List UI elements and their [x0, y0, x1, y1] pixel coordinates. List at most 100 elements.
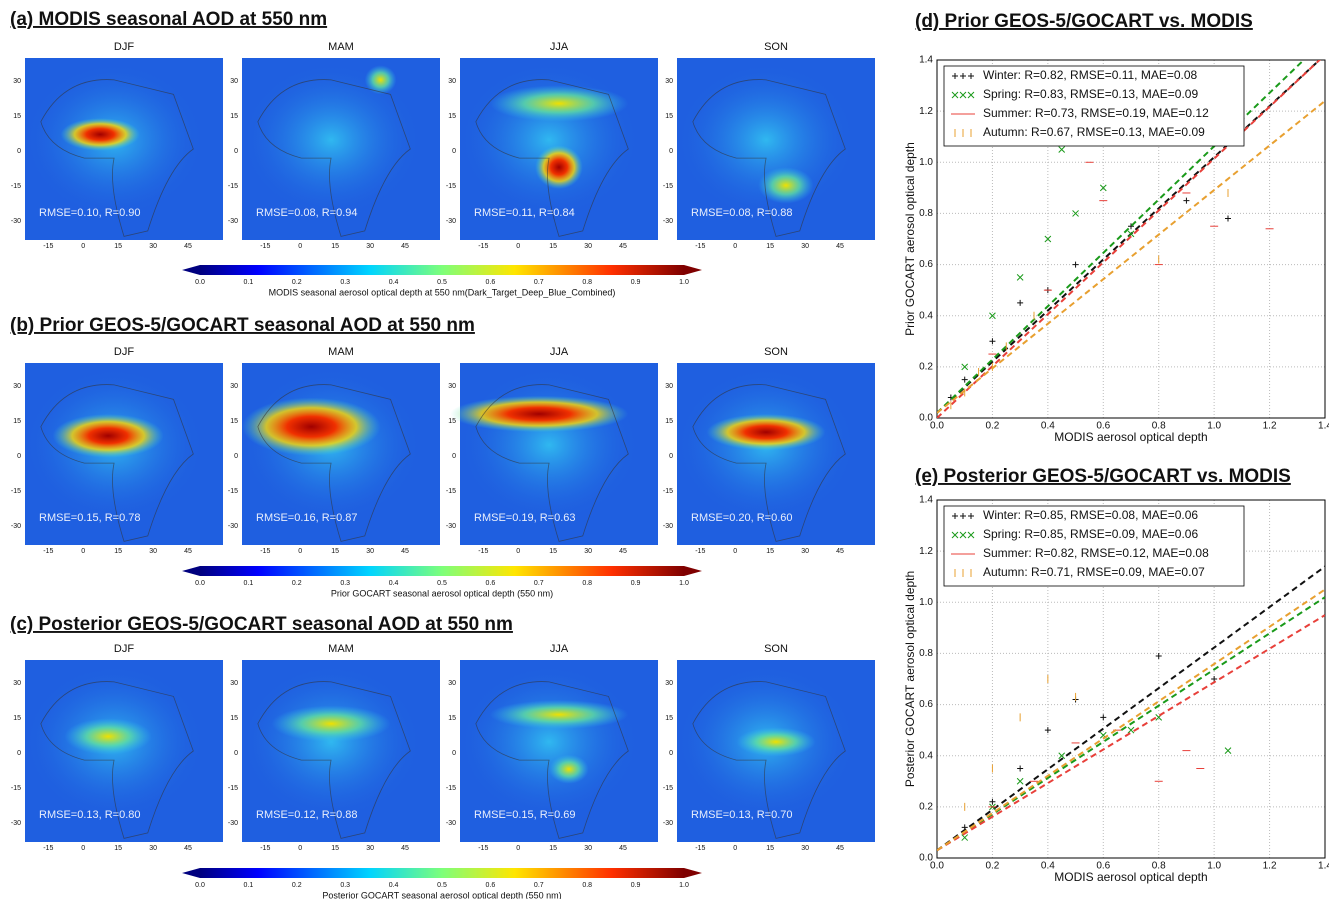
- y-tick-label: 0.6: [919, 699, 933, 710]
- chart-title: (e) Posterior GEOS-5/GOCART vs. MODIS: [915, 466, 1291, 487]
- lon-tick-label: 0: [733, 845, 737, 852]
- lon-tick-label: 15: [331, 548, 339, 555]
- aod-plume: [535, 145, 583, 190]
- map-stats: RMSE=0.10, R=0.90: [39, 207, 141, 219]
- aod-plume: [758, 167, 814, 204]
- colorbar-tick-label: 0.5: [437, 580, 447, 587]
- colorbar-arrow: [684, 265, 702, 275]
- lat-tick-label: 30: [448, 383, 456, 390]
- lat-tick-label: -30: [446, 218, 456, 225]
- lon-tick-label: 45: [184, 548, 192, 555]
- land-haze: [242, 665, 421, 819]
- lat-tick-label: -15: [663, 183, 673, 190]
- aod-plume: [549, 754, 589, 784]
- map: [450, 363, 658, 545]
- data-point: [1128, 223, 1134, 230]
- x-tick-label: 0.8: [1152, 421, 1166, 432]
- data-point: [1183, 197, 1190, 204]
- season-title: DJF: [114, 643, 134, 655]
- lat-tick-label: 15: [230, 113, 238, 120]
- lon-tick-label: 0: [81, 845, 85, 852]
- legend-label: Autumn: R=0.67, RMSE=0.13, MAE=0.09: [983, 125, 1205, 139]
- lat-tick-label: -15: [228, 488, 238, 495]
- season-title: JJA: [550, 41, 569, 53]
- x-tick-label: 0.4: [1041, 421, 1055, 432]
- legend-marker: [967, 531, 975, 539]
- map: [241, 363, 440, 545]
- lat-tick-label: 0: [669, 148, 673, 155]
- lon-tick-label: -15: [695, 243, 705, 250]
- lon-tick-label: 30: [149, 243, 157, 250]
- colorbar-tick-label: 0.0: [195, 279, 205, 286]
- data-point: [1224, 747, 1232, 754]
- colorbar-tick-label: 0.7: [534, 279, 544, 286]
- lat-tick-label: 0: [669, 750, 673, 757]
- lon-tick-label: -15: [260, 243, 270, 250]
- x-tick-label: 0.2: [985, 421, 999, 432]
- lat-tick-label: -15: [11, 488, 21, 495]
- plot-area: [937, 60, 1325, 418]
- lat-tick-label: -30: [228, 218, 238, 225]
- lat-tick-label: 0: [234, 453, 238, 460]
- data-point: [1211, 676, 1218, 682]
- y-tick-label: 0.2: [919, 361, 933, 372]
- data-point: [989, 338, 996, 345]
- panel-title: (b) Prior GEOS-5/GOCART seasonal AOD at …: [10, 315, 475, 336]
- legend-marker: [968, 513, 974, 519]
- lon-tick-label: 30: [801, 548, 809, 555]
- data-point: [1044, 727, 1051, 734]
- colorbar-tick-label: 0.6: [486, 279, 496, 286]
- map-stats: RMSE=0.12, R=0.88: [256, 809, 358, 821]
- colorbar: [200, 566, 684, 576]
- lon-tick-label: 45: [619, 548, 627, 555]
- lat-tick-label: 15: [13, 715, 21, 722]
- y-tick-label: 1.0: [919, 597, 933, 608]
- lon-tick-label: -15: [260, 845, 270, 852]
- aod-plume: [64, 718, 152, 755]
- lat-tick-label: -30: [11, 523, 21, 530]
- coastline: [257, 384, 411, 542]
- lon-tick-label: 30: [584, 845, 592, 852]
- data-point: [961, 834, 969, 841]
- season-title: MAM: [328, 41, 354, 53]
- lat-tick-label: 30: [665, 78, 673, 85]
- map: [459, 660, 658, 842]
- data-point: [1044, 235, 1052, 243]
- x-tick-label: 0.2: [985, 861, 999, 872]
- lon-tick-label: -15: [260, 548, 270, 555]
- colorbar: [200, 868, 684, 878]
- lat-tick-label: 0: [452, 750, 456, 757]
- data-point: [1072, 261, 1079, 268]
- legend-marker: [960, 73, 966, 79]
- data-point: [1016, 777, 1024, 785]
- map-stats: RMSE=0.08, R=0.94: [256, 207, 358, 219]
- lon-tick-label: 0: [298, 845, 302, 852]
- lon-tick-label: -15: [478, 548, 488, 555]
- season-title: SON: [764, 643, 788, 655]
- lon-tick-label: -15: [478, 243, 488, 250]
- colorbar-tick-label: 0.3: [340, 580, 350, 587]
- colorbar-label: MODIS seasonal aerosol optical depth at …: [269, 287, 616, 297]
- lon-tick-label: 45: [836, 548, 844, 555]
- data-point: [961, 363, 969, 371]
- chart-title: (d) Prior GEOS-5/GOCART vs. MODIS: [915, 11, 1253, 32]
- colorbar-arrow: [182, 265, 200, 275]
- lat-tick-label: -15: [446, 183, 456, 190]
- colorbar-tick-label: 0.1: [244, 580, 254, 587]
- y-tick-label: 1.4: [919, 55, 933, 66]
- lat-tick-label: 0: [234, 148, 238, 155]
- coastline: [475, 681, 629, 839]
- aod-plume: [489, 700, 629, 730]
- lon-tick-label: 30: [366, 845, 374, 852]
- aod-plume: [489, 85, 629, 122]
- lat-tick-label: -15: [228, 785, 238, 792]
- colorbar-tick-label: 0.2: [292, 882, 302, 889]
- lon-tick-label: 30: [801, 845, 809, 852]
- legend-label: Winter: R=0.85, RMSE=0.08, MAE=0.06: [983, 508, 1198, 522]
- lon-tick-label: 0: [516, 548, 520, 555]
- colorbar-tick-label: 0.9: [631, 279, 641, 286]
- x-tick-label: 0.6: [1096, 421, 1110, 432]
- map-stats: RMSE=0.15, R=0.69: [474, 809, 576, 821]
- x-tick-label: 1.0: [1207, 421, 1221, 432]
- y-tick-label: 1.2: [919, 106, 933, 117]
